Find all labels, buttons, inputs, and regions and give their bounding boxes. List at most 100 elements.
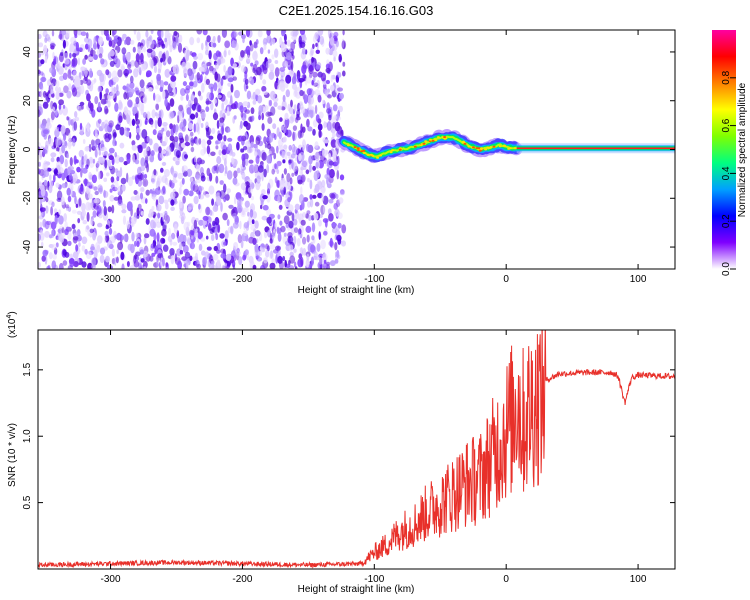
noise-cell xyxy=(301,64,307,75)
noise-cell xyxy=(186,238,192,245)
noise-cell xyxy=(131,231,135,242)
noise-cell xyxy=(151,109,156,119)
noise-cell xyxy=(280,43,287,53)
noise-cell xyxy=(151,252,156,257)
noise-cell xyxy=(212,205,219,212)
noise-cell xyxy=(324,173,330,180)
noise-cell xyxy=(69,257,75,268)
noise-cell xyxy=(38,70,41,75)
noise-cell xyxy=(240,148,245,153)
noise-cell xyxy=(45,197,49,203)
noise-cell xyxy=(120,177,127,185)
noise-cell xyxy=(108,40,113,47)
noise-cell xyxy=(296,86,301,92)
noise-cell xyxy=(117,199,123,206)
noise-cell xyxy=(141,171,145,181)
noise-cell xyxy=(55,182,60,188)
noise-cell xyxy=(227,143,233,151)
noise-cell xyxy=(162,186,166,192)
noise-cell xyxy=(250,107,255,115)
noise-cell xyxy=(232,221,239,229)
noise-cell xyxy=(173,173,178,178)
noise-cell xyxy=(162,257,165,267)
noise-cell xyxy=(183,68,189,77)
noise-cell xyxy=(224,108,228,114)
noise-cell xyxy=(292,131,295,142)
noise-cell xyxy=(129,216,132,224)
noise-cell xyxy=(175,36,180,47)
noise-cell xyxy=(288,144,293,151)
noise-cell xyxy=(192,183,199,193)
noise-cell xyxy=(195,112,199,119)
noise-cell xyxy=(326,121,332,131)
noise-cell xyxy=(215,164,219,174)
noise-cell xyxy=(325,79,330,85)
noise-cell xyxy=(61,172,66,181)
noise-cell xyxy=(161,149,167,154)
noise-cell xyxy=(263,257,268,264)
y-tick-label: 1.0 xyxy=(22,429,33,443)
noise-cell xyxy=(245,85,249,90)
noise-cell xyxy=(145,30,149,38)
noise-cell xyxy=(173,136,179,143)
noise-cell xyxy=(121,184,126,192)
noise-cell xyxy=(282,136,287,143)
noise-cell xyxy=(262,79,267,85)
noise-cell xyxy=(260,264,266,269)
noise-cell xyxy=(109,195,115,202)
noise-cell xyxy=(274,176,278,184)
x-tick-label: -100 xyxy=(364,274,384,285)
noise-cell xyxy=(117,241,124,251)
noise-cell xyxy=(310,106,315,111)
noise-cell xyxy=(122,215,127,225)
noise-cell xyxy=(39,184,45,192)
noise-cell xyxy=(198,203,201,210)
noise-cell xyxy=(186,168,193,177)
noise-cell xyxy=(213,82,218,92)
snr-x-ticks: -300 -200 -100 0 100 xyxy=(101,330,647,585)
noise-cell xyxy=(312,35,317,43)
noise-cell xyxy=(53,174,56,183)
noise-cell xyxy=(45,140,49,150)
noise-cell xyxy=(143,173,148,179)
noise-cell xyxy=(98,53,103,59)
noise-cell xyxy=(262,204,269,211)
noise-cell xyxy=(248,236,255,244)
noise-cell xyxy=(206,92,212,101)
y-tick-label: -40 xyxy=(22,239,33,254)
noise-cell xyxy=(334,208,340,217)
noise-cell xyxy=(86,225,90,230)
noise-cell xyxy=(135,133,140,141)
noise-cell xyxy=(137,166,142,176)
noise-cell xyxy=(81,167,88,174)
y-tick-label: -20 xyxy=(22,191,33,206)
noise-cell xyxy=(104,230,109,237)
signal-peak-cell xyxy=(356,149,360,152)
noise-cell xyxy=(333,115,338,120)
noise-cell xyxy=(228,49,231,56)
noise-cell xyxy=(110,176,115,183)
noise-cell xyxy=(336,130,341,138)
noise-cell xyxy=(289,116,294,124)
noise-cell xyxy=(285,74,292,84)
noise-cell xyxy=(176,248,182,257)
noise-cell xyxy=(252,211,257,219)
noise-cell xyxy=(290,41,296,51)
noise-cell xyxy=(284,117,290,127)
x-tick-label: 0 xyxy=(503,574,509,585)
noise-cell xyxy=(130,60,136,67)
noise-cell xyxy=(288,244,294,252)
noise-cell xyxy=(312,119,318,128)
noise-cell xyxy=(126,261,130,267)
noise-cell xyxy=(137,203,142,210)
noise-cell xyxy=(234,89,240,99)
noise-cell xyxy=(213,165,217,172)
noise-cell xyxy=(265,111,272,117)
noise-cell xyxy=(189,81,194,87)
x-tick-label: 0 xyxy=(503,274,509,285)
noise-cell xyxy=(190,113,196,120)
noise-cell xyxy=(223,183,227,193)
noise-cell xyxy=(194,179,198,186)
noise-cell xyxy=(97,101,101,111)
noise-cell xyxy=(114,58,121,69)
